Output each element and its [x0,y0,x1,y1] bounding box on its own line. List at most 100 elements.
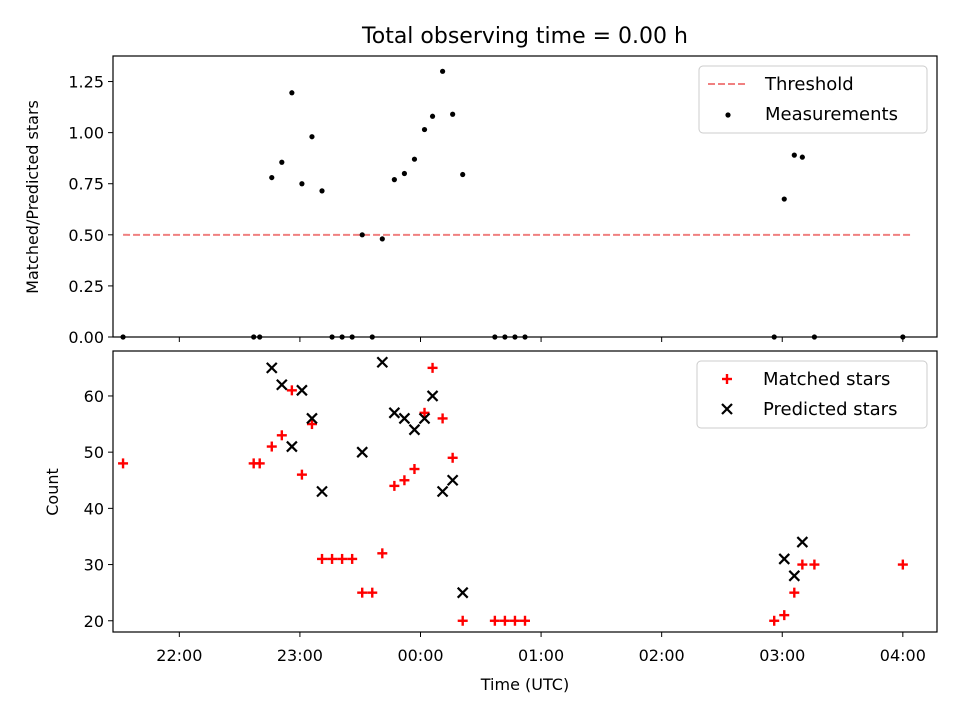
ratio-y-tick-label: 0.25 [68,277,104,296]
ratio-legend-box [698,65,928,134]
count-legend: Matched stars Predicted stars [696,360,928,429]
measurement-point [791,152,797,158]
count-y-axis-label: Count [43,468,62,516]
ratio-y-tick-label: 0.50 [68,226,104,245]
matched-star-point [797,559,808,570]
matched-star-point [789,587,800,598]
count-x-tick-label: 03:00 [759,646,805,665]
matched-star-point [317,553,328,564]
matched-star-point [337,553,348,564]
matched-star-point [276,430,287,441]
count-y-tick-label: 40 [84,499,104,518]
count-y-tick-label: 20 [84,612,104,631]
matched-star-point [327,553,338,564]
measurement-point [460,171,466,178]
predicted-legend-label: Predicted stars [763,399,897,420]
ratio-legend: Threshold Measurements [698,65,928,134]
measurement-point [411,156,418,162]
measurement-point [421,126,428,133]
chart-title: Total observing time = 0.00 h [361,24,688,49]
predicted-star-point [296,384,308,397]
matched-star-point [437,413,448,424]
matched-legend-label: Matched stars [763,369,890,390]
matched-star-point [347,553,358,564]
measurement-point [309,134,315,140]
measurement-point [440,68,446,74]
matched-star-point [296,469,307,480]
predicted-star-point [778,553,791,565]
measurements-legend-swatch [725,112,731,118]
count-marks [118,356,908,626]
matched-star-point [457,615,468,626]
matched-star-point [509,615,520,626]
measurement-point [781,196,787,202]
count-x-axis-label: Time (UTC) [480,675,569,694]
measurement-point [450,111,456,117]
count-y-tick-label: 50 [84,443,104,462]
predicted-star-point [265,362,278,374]
predicted-star-point [788,570,801,582]
matched-star-point [389,480,400,491]
count-y-tick-label: 60 [84,387,104,406]
count-x-tick-label: 23:00 [277,646,323,665]
measurement-point [299,181,305,187]
matched-star-point [769,615,780,626]
matched-legend-swatch [722,374,732,384]
count-y-tick-label: 30 [84,556,104,575]
ratio-y-tick-label: 1.25 [68,73,104,92]
matched-star-point [779,610,790,621]
measurement-point [319,188,325,194]
ratio-y-axis-label: Matched/Predicted stars [23,100,42,294]
measurement-point [269,174,275,181]
matched-star-point [520,615,530,626]
measurement-point [359,232,365,238]
ratio-y-tick-label: 0.00 [68,328,104,347]
ratio-y-tick-label: 1.00 [68,124,104,143]
matched-star-point [809,559,820,570]
matched-star-point [266,441,277,452]
count-legend-box [696,360,928,429]
count-x-ticks: 22:00 23:00 00:00 01:00 02:00 03:00 04:00 [156,632,926,665]
measurement-point [391,177,397,183]
matched-star-point [419,407,430,418]
matched-star-point [897,559,908,570]
matched-star-point [377,548,388,559]
ratio-panel: 0.00 0.25 0.50 0.75 1.00 1.25 Matched/Predict… [23,55,938,347]
measurement-point [379,236,385,242]
measurement-point [279,159,285,165]
measurement-point [799,154,805,160]
measurements-legend-label: Measurements [765,104,898,125]
predicted-star-point [376,356,389,369]
matched-star-point [499,615,510,626]
predicted-star-point [426,390,439,402]
matched-star-point [447,452,458,463]
matched-star-point [286,385,297,396]
ratio-y-ticks: 0.00 0.25 0.50 0.75 1.00 1.25 [68,73,113,347]
predicted-star-point [418,412,431,425]
predicted-legend-swatch [721,403,733,415]
measurement-point [401,170,408,177]
measurement-point [429,113,436,119]
predicted-star-point [408,423,421,436]
matched-star-point [357,587,368,598]
predicted-star-point [316,485,328,498]
threshold-legend-label: Threshold [764,74,854,95]
ratio-x-ticks [178,337,904,342]
predicted-star-point [398,412,411,425]
matched-star-point [367,587,378,598]
predicted-star-point [436,485,449,498]
predicted-star-point [388,407,401,419]
count-x-tick-label: 00:00 [397,646,443,665]
predicted-star-point [796,536,809,548]
ratio-y-tick-label: 0.75 [68,175,104,194]
count-y-ticks: 20 30 40 50 60 [84,387,113,631]
predicted-star-point [356,446,368,458]
matched-star-point [409,464,420,475]
count-x-tick-label: 04:00 [880,646,926,665]
count-plot-frame [112,350,938,633]
matched-star-point [254,458,265,469]
count-x-tick-label: 02:00 [639,646,685,665]
predicted-star-point [456,586,469,599]
ratio-marks [120,68,913,340]
